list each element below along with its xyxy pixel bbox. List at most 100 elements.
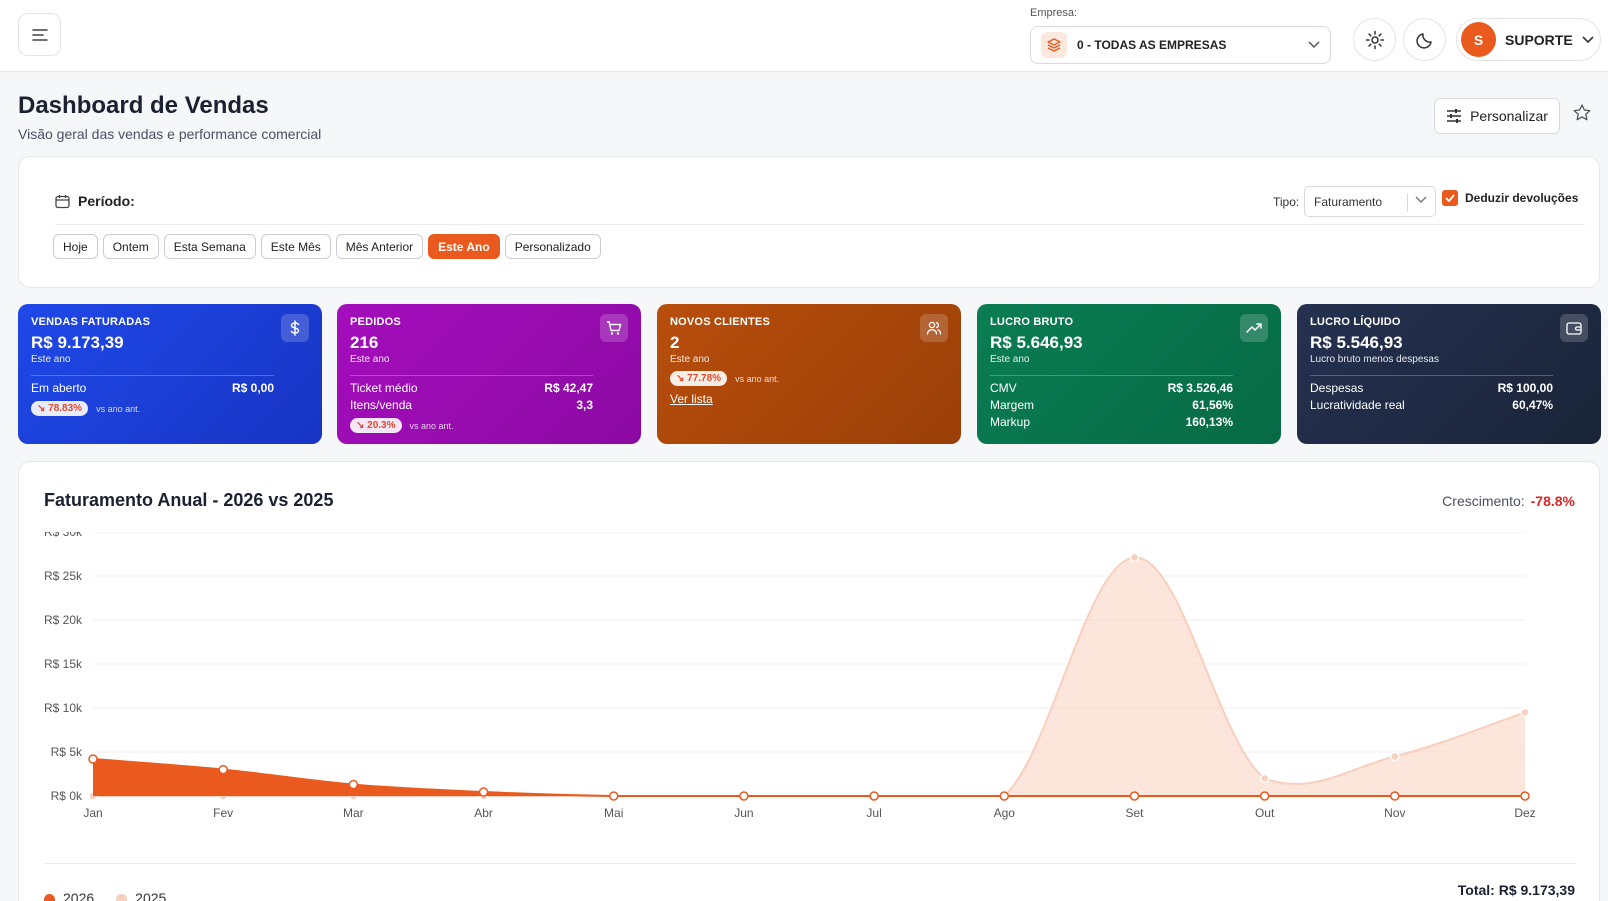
data-point-2025[interactable] — [1129, 552, 1140, 563]
kpi-row: CMV R$ 3.526,46 — [990, 380, 1233, 397]
kpi-period: Este ano — [31, 354, 71, 365]
kpi-title: Novos Clientes — [670, 316, 770, 328]
kpi-comparison: ↘ 78.83% vs ano ant. — [31, 401, 309, 416]
tipo-label: Tipo: — [1273, 195, 1300, 209]
y-tick-label: R$ 15k — [44, 657, 83, 671]
legend-swatch — [44, 893, 55, 901]
period-pill-hoje[interactable]: Hoje — [53, 234, 98, 259]
kpi-lucro-liquido: Lucro Líquido R$ 5.546,93 Lucro bruto me… — [1297, 304, 1601, 444]
kpi-pedidos: Pedidos 216 Este ano Ticket médio R$ 42,4… — [337, 304, 641, 444]
settings-button[interactable] — [1353, 18, 1396, 61]
series-area-2026 — [93, 759, 1525, 796]
data-point-2026[interactable] — [88, 754, 98, 764]
legend-label: 2026 — [63, 890, 95, 901]
vs-label: vs ano ant. — [96, 403, 141, 414]
menu-button[interactable] — [18, 13, 61, 56]
period-pill-esta-semana[interactable]: Esta Semana — [163, 234, 256, 259]
data-point-2026[interactable] — [869, 791, 879, 801]
chevron-down-icon — [1308, 41, 1320, 49]
kpi-row-value: 61,56% — [1192, 398, 1233, 412]
tipo-select[interactable]: Faturamento — [1304, 186, 1436, 217]
legend-item-2026[interactable]: 2026 — [44, 890, 94, 901]
kpi-period: Este ano — [350, 354, 390, 365]
period-pill-este-mes[interactable]: Este Mês — [260, 234, 331, 259]
data-point-2025[interactable] — [1390, 751, 1400, 762]
kpi-row-value: R$ 100,00 — [1497, 381, 1553, 395]
divider — [55, 224, 1585, 225]
chart-card: Faturamento Anual - 2026 vs 2025 Crescim… — [18, 461, 1600, 901]
data-point-2026[interactable] — [739, 791, 749, 801]
data-point-2025[interactable] — [1259, 773, 1270, 784]
kpi-row-value: R$ 3.526,46 — [1167, 381, 1233, 395]
vs-label: vs ano ant. — [409, 420, 454, 431]
data-point-2026[interactable] — [999, 791, 1010, 801]
data-point-2026[interactable] — [478, 787, 489, 797]
data-point-2026[interactable] — [1520, 791, 1530, 801]
periodo-heading: Período: — [55, 193, 135, 209]
kpi-title: Lucro Líquido — [1310, 316, 1401, 328]
kpi-row-label: CMV — [990, 381, 1017, 395]
data-point-2026[interactable] — [608, 791, 619, 801]
kpi-row-label: Markup — [990, 415, 1031, 429]
checkbox-checked[interactable] — [1442, 190, 1458, 206]
kpi-row: Ticket médio R$ 42,47 — [350, 380, 593, 397]
deduzir-devolucoes-checkbox[interactable]: Deduzir devoluções — [1442, 190, 1578, 206]
kpi-row: Em aberto R$ 0,00 — [31, 380, 274, 397]
deduzir-label: Deduzir devoluções — [1465, 191, 1579, 205]
series-line-2025 — [93, 556, 1526, 797]
kpi-value: 2 — [670, 333, 680, 352]
kpi-row-value: R$ 0,00 — [231, 381, 274, 395]
data-point-2026[interactable] — [348, 779, 359, 790]
data-point-2026[interactable] — [1259, 791, 1270, 801]
series-line-2026 — [92, 758, 1525, 797]
period-pill-personalizado[interactable]: Personalizado — [504, 234, 601, 259]
ver-lista-link[interactable]: Ver lista — [670, 392, 713, 406]
kpi-value: R$ 5.646,93 — [990, 333, 1083, 352]
tipo-separator — [1407, 193, 1408, 212]
x-tick-label: Mai — [604, 806, 623, 820]
trend-badge: ↘ 77.78% — [670, 371, 728, 386]
trend-badge: ↘ 78.83% — [31, 401, 89, 416]
kpi-title: Vendas Faturadas — [31, 316, 151, 328]
user-menu-button[interactable]: S SUPORTE — [1456, 18, 1601, 61]
data-point-2026[interactable] — [1129, 791, 1140, 801]
kpi-novos-clientes: Novos Clientes 2 Este ano ↘ 77.78% vs ano… — [657, 304, 961, 444]
data-point-2026[interactable] — [218, 764, 228, 775]
period-pill-este-ano[interactable]: Este Ano — [428, 234, 500, 259]
y-tick-label: R$ 5k — [51, 745, 83, 759]
favorite-star-icon[interactable] — [1572, 103, 1592, 123]
chart-legend: 2026 2025 — [44, 890, 166, 901]
x-tick-label: Nov — [1384, 806, 1405, 820]
avatar: S — [1461, 22, 1496, 57]
cart-icon — [600, 314, 628, 342]
periodo-label: Período: — [78, 193, 135, 209]
kpi-value: R$ 5.546,93 — [1310, 333, 1403, 352]
theme-toggle-button[interactable] — [1403, 18, 1446, 61]
x-tick-label: Jul — [866, 806, 881, 820]
legend-item-2025[interactable]: 2025 — [116, 890, 166, 901]
x-tick-label: Set — [1125, 806, 1144, 820]
kpi-row-value: R$ 42,47 — [544, 381, 593, 395]
period-pill-mes-anterior[interactable]: Mês Anterior — [335, 234, 424, 259]
period-pill-ontem[interactable]: Ontem — [102, 234, 159, 259]
kpi-row-label: Em aberto — [31, 381, 87, 395]
period-pills: Hoje Ontem Esta Semana Este Mês Mês Ante… — [53, 234, 601, 259]
kpi-value: 216 — [350, 333, 379, 352]
chevron-down-icon — [1415, 196, 1427, 203]
check-icon — [1445, 194, 1455, 202]
data-point-2025[interactable] — [1520, 707, 1530, 718]
kpi-period: Lucro bruto menos despesas — [1310, 354, 1439, 365]
moon-icon — [1415, 32, 1432, 49]
divider — [1310, 375, 1553, 376]
annual-revenue-chart: R$ 0k R$ 5k R$ 10k R$ 15k R$ 20k R$ 25k R$ 30k… — [44, 532, 1536, 820]
kpi-row: Markup 160,13% — [990, 414, 1233, 431]
kpi-vendas-faturadas: Vendas Faturadas R$ 9.173,39 Este ano Em… — [18, 304, 322, 444]
wallet-icon — [1560, 314, 1588, 342]
calendar-icon — [55, 194, 70, 208]
y-tick-label: R$ 0k — [51, 789, 83, 803]
empresa-select[interactable]: 0 - TODAS AS EMPRESAS — [1030, 26, 1331, 64]
users-icon — [920, 314, 948, 342]
data-point-2026[interactable] — [1390, 791, 1400, 801]
customize-button[interactable]: Personalizar — [1434, 98, 1560, 134]
kpi-row-label: Lucratividade real — [1310, 398, 1405, 412]
